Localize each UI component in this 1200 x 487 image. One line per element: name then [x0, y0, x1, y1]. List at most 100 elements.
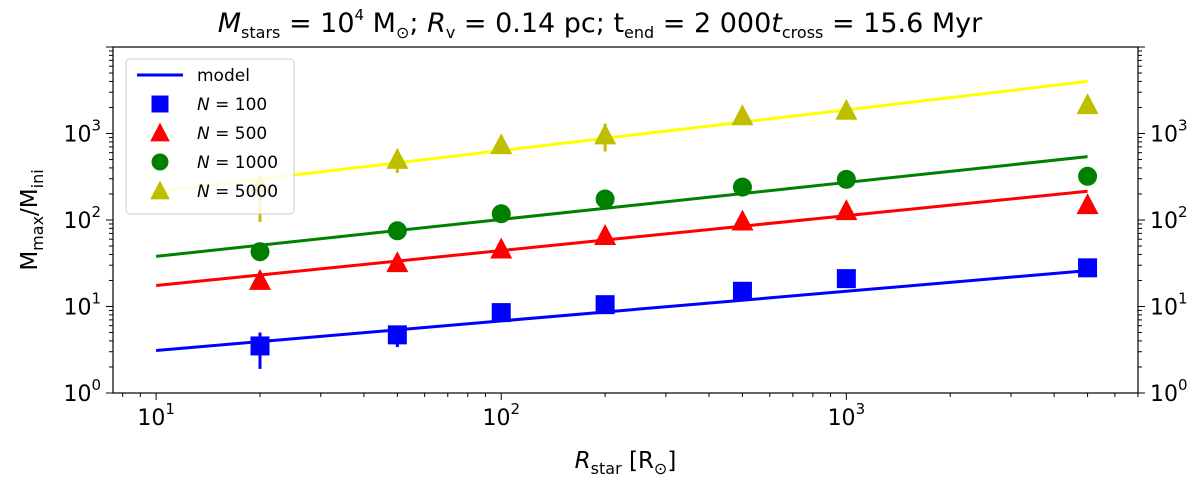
data-point [731, 209, 754, 231]
y-tick-label-exponent: 1 [91, 290, 101, 308]
legend-marker [150, 180, 170, 200]
y-axis-label-part: M [17, 251, 43, 271]
data-point [732, 281, 752, 301]
x-axis-label-part: R [575, 448, 591, 474]
x-axis-label-part: ] [667, 448, 676, 474]
legend-label: N = 500 [197, 124, 267, 144]
y-tick-label: 103 [63, 117, 101, 148]
legend-label-value: = 1000 [210, 153, 278, 173]
model-line-4 [155, 79, 1088, 193]
chart-title-part: ; [409, 8, 427, 39]
data-point [250, 242, 270, 262]
y-tick-label-base: 10 [63, 382, 91, 407]
data-point [835, 199, 858, 221]
y-tick-label: 102 [63, 203, 101, 234]
chart-title-part: 4 [355, 6, 365, 24]
data-point [490, 133, 513, 155]
data-point [732, 177, 752, 197]
data-point [835, 98, 858, 120]
plot-frame [112, 46, 1139, 394]
legend-marker [150, 122, 170, 142]
legend-label: model [197, 66, 250, 86]
data-point [1078, 166, 1098, 186]
legend-marker [151, 95, 169, 113]
data-point [386, 147, 409, 169]
y-right-tick-label-base: 10 [1150, 209, 1178, 234]
y-right-tick-label-exponent: 2 [1178, 203, 1188, 221]
series-1 [250, 258, 1098, 369]
y-tick-label-base: 10 [63, 296, 91, 321]
chart-title-part: M [218, 8, 241, 39]
legend-label-value: = 500 [210, 124, 268, 144]
y-right-tick-label: 101 [1150, 290, 1188, 321]
y-axis-label: Mmax/Mini [17, 169, 47, 270]
data-point [595, 189, 615, 209]
x-tick-label: 102 [482, 400, 520, 431]
chart-title-part: v [446, 23, 455, 42]
data-point [595, 295, 615, 315]
legend-label-var: N [197, 95, 210, 115]
chart-title-part: = 15.6 Myr [823, 8, 983, 39]
y-tick-label-exponent: 0 [91, 376, 101, 394]
legend-marker [151, 153, 169, 171]
chart-title-part: end [624, 23, 654, 42]
data-point [250, 336, 270, 356]
legend-label-value: = 100 [210, 95, 268, 115]
x-axis-label-part: star [591, 459, 622, 478]
x-tick-label-exponent: 2 [510, 400, 520, 418]
chart-title-part: R [427, 8, 446, 39]
x-tick-label-exponent: 1 [165, 400, 175, 418]
y-axis-label-part: ini [28, 169, 47, 188]
legend-label: N = 5000 [197, 182, 278, 202]
x-tick-label: 101 [137, 400, 175, 431]
data-point [491, 204, 511, 224]
y-tick-label-base: 10 [63, 123, 91, 148]
y-right-tick-label-exponent: 0 [1178, 376, 1188, 394]
legend-label-value: = 5000 [210, 182, 278, 202]
x-axis-label-part: [R [622, 448, 654, 474]
data-point [836, 269, 856, 289]
axis-ticks [106, 46, 1145, 400]
series-2 [248, 193, 1099, 290]
legend-label-var: N [197, 153, 210, 173]
series-3 [250, 166, 1098, 262]
legend-label-var: N [197, 182, 210, 202]
y-right-tick-label: 102 [1150, 203, 1188, 234]
y-right-tick-label: 100 [1150, 376, 1188, 407]
data-point [387, 325, 407, 345]
chart-title-part: cross [782, 23, 823, 42]
data-point [731, 104, 754, 126]
y-tick-label-exponent: 3 [91, 117, 101, 135]
legend-label-var: N [197, 124, 210, 144]
y-axis-label-part: /M [17, 188, 43, 216]
chart-title-part: ⊙ [396, 23, 409, 42]
legend-label: N = 1000 [197, 153, 278, 173]
chart-title-part: stars [241, 23, 280, 42]
chart-title-part: = 0.14 pc; t [455, 8, 624, 39]
y-right-tick-label: 103 [1150, 117, 1188, 148]
data-point [491, 303, 511, 323]
x-axis-label-part: ⊙ [654, 459, 667, 478]
x-tick-label-base: 10 [482, 406, 510, 431]
data-point [387, 221, 407, 241]
model-line-2 [155, 189, 1088, 287]
x-axis-label: Rstar [R⊙] [575, 448, 677, 478]
chart-title-part: = 10 [280, 8, 354, 39]
y-tick-label-base: 10 [63, 209, 91, 234]
data-point [1078, 258, 1098, 278]
model-line-3 [155, 155, 1088, 258]
y-right-tick-label-base: 10 [1150, 123, 1178, 148]
chart-title: Mstars = 104 M⊙; Rv = 0.14 pc; tend = 2 … [218, 6, 983, 42]
x-tick-label-base: 10 [828, 406, 856, 431]
legend-label: N = 100 [197, 95, 267, 115]
y-axis-label-part: max [28, 216, 47, 251]
data-point [490, 237, 513, 259]
model-line-1 [155, 269, 1088, 352]
data-point [1076, 93, 1099, 115]
y-tick-label-exponent: 2 [91, 203, 101, 221]
x-tick-label-base: 10 [137, 406, 165, 431]
y-right-tick-label-exponent: 3 [1178, 117, 1188, 135]
data-point [594, 123, 617, 145]
data-point [836, 169, 856, 189]
